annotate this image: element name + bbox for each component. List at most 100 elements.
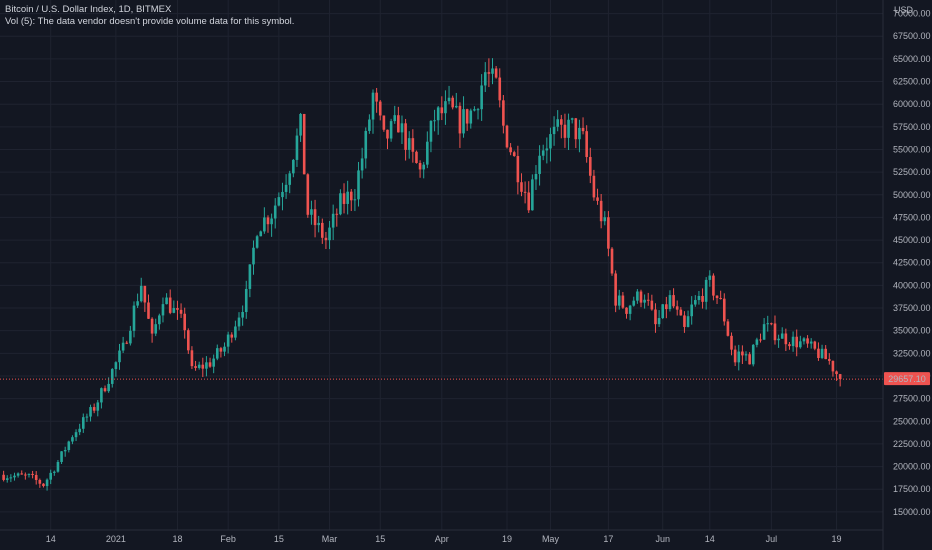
candle[interactable]	[824, 345, 827, 360]
candle[interactable]	[259, 230, 263, 237]
candle[interactable]	[806, 335, 809, 348]
candle[interactable]	[92, 403, 96, 414]
candle[interactable]	[473, 106, 476, 112]
candle[interactable]	[835, 370, 838, 381]
candle[interactable]	[371, 89, 375, 134]
candle[interactable]	[476, 107, 480, 120]
candle[interactable]	[393, 105, 397, 124]
candle[interactable]	[722, 293, 726, 326]
candle[interactable]	[386, 129, 389, 150]
candle[interactable]	[24, 472, 27, 480]
candle[interactable]	[208, 357, 212, 368]
candle[interactable]	[516, 145, 520, 195]
candle[interactable]	[636, 289, 639, 304]
price-axis[interactable]: 15000.00 17500.00 20000.00 22500.00 25000.00…	[893, 9, 931, 517]
candle[interactable]	[802, 337, 806, 345]
candle[interactable]	[187, 328, 190, 354]
candle[interactable]	[277, 192, 281, 207]
candle[interactable]	[9, 474, 13, 483]
candle[interactable]	[523, 181, 527, 204]
candle[interactable]	[13, 472, 16, 481]
candle[interactable]	[795, 329, 799, 357]
candle[interactable]	[248, 264, 252, 298]
candle[interactable]	[592, 169, 596, 201]
candle[interactable]	[158, 313, 161, 330]
candle[interactable]	[610, 247, 614, 276]
candle[interactable]	[831, 360, 835, 377]
candle[interactable]	[407, 131, 411, 159]
candle[interactable]	[712, 273, 715, 301]
candle[interactable]	[339, 189, 342, 216]
candles[interactable]	[2, 58, 842, 491]
candle[interactable]	[494, 65, 498, 79]
candle[interactable]	[241, 305, 244, 326]
candle[interactable]	[16, 472, 20, 478]
candle[interactable]	[639, 289, 643, 308]
candle[interactable]	[502, 95, 505, 134]
candle[interactable]	[665, 296, 668, 319]
candle[interactable]	[762, 318, 766, 340]
candle[interactable]	[788, 342, 791, 350]
candle[interactable]	[657, 310, 661, 327]
candle[interactable]	[20, 470, 24, 475]
candle[interactable]	[237, 312, 241, 331]
candle[interactable]	[487, 58, 491, 88]
candle[interactable]	[465, 108, 469, 131]
candle[interactable]	[498, 68, 502, 108]
candle[interactable]	[125, 340, 129, 345]
candle[interactable]	[697, 290, 701, 305]
candle[interactable]	[244, 280, 248, 319]
candle[interactable]	[509, 143, 512, 156]
candle[interactable]	[560, 114, 563, 139]
candle[interactable]	[715, 295, 719, 305]
candle[interactable]	[701, 288, 704, 309]
candle[interactable]	[661, 303, 665, 320]
candle[interactable]	[45, 478, 49, 491]
candle[interactable]	[585, 125, 588, 163]
candle[interactable]	[89, 404, 92, 422]
candle[interactable]	[53, 470, 56, 476]
candle[interactable]	[675, 300, 679, 316]
candle[interactable]	[654, 303, 657, 333]
candle[interactable]	[683, 311, 686, 333]
candle[interactable]	[67, 440, 71, 453]
candle[interactable]	[353, 189, 357, 212]
candle[interactable]	[306, 173, 310, 218]
candle[interactable]	[270, 213, 273, 237]
candle[interactable]	[299, 112, 302, 142]
candle[interactable]	[588, 147, 592, 184]
candle[interactable]	[147, 294, 150, 319]
candle[interactable]	[56, 460, 60, 473]
candle[interactable]	[100, 387, 103, 409]
candle[interactable]	[60, 451, 63, 465]
candle[interactable]	[288, 170, 292, 194]
candle[interactable]	[411, 129, 415, 163]
candle[interactable]	[281, 182, 284, 211]
candle[interactable]	[154, 318, 158, 337]
candle[interactable]	[672, 288, 675, 309]
candle[interactable]	[784, 328, 788, 352]
candle[interactable]	[118, 343, 121, 370]
candle[interactable]	[614, 270, 617, 313]
candle[interactable]	[321, 218, 324, 244]
candle[interactable]	[172, 300, 176, 314]
candle[interactable]	[628, 304, 632, 321]
candle[interactable]	[5, 475, 9, 483]
candle[interactable]	[704, 277, 708, 310]
candle[interactable]	[136, 293, 139, 309]
candle[interactable]	[201, 357, 205, 377]
candle[interactable]	[179, 303, 183, 318]
candle[interactable]	[368, 114, 371, 134]
candle[interactable]	[813, 340, 817, 351]
candle[interactable]	[483, 62, 487, 93]
candle[interactable]	[161, 297, 165, 323]
candle[interactable]	[81, 413, 85, 433]
candle[interactable]	[549, 127, 552, 162]
candle[interactable]	[2, 470, 5, 482]
candle[interactable]	[255, 234, 259, 249]
candle[interactable]	[346, 180, 349, 215]
candle[interactable]	[389, 118, 393, 142]
candle[interactable]	[71, 435, 74, 445]
candle[interactable]	[215, 344, 219, 361]
candle[interactable]	[364, 127, 368, 169]
